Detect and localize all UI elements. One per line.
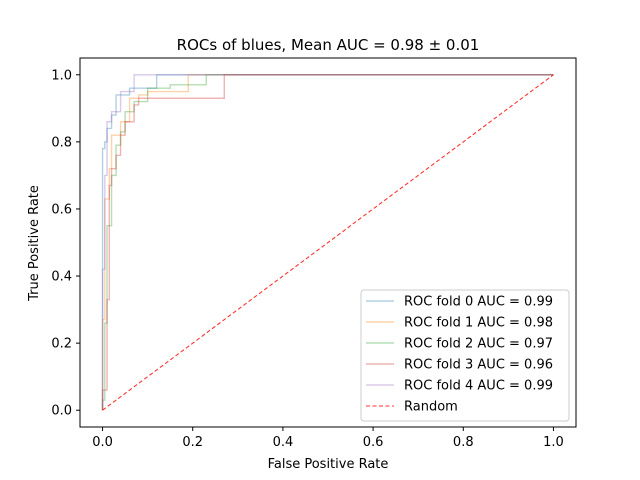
series-line-3 bbox=[101, 74, 554, 411]
y-tick-label: 0.6 bbox=[51, 202, 72, 217]
series-line-0 bbox=[101, 74, 554, 411]
series-line-4 bbox=[101, 74, 554, 411]
y-tick-label: 1.0 bbox=[51, 68, 72, 83]
series-line-5 bbox=[102, 74, 554, 411]
series-line-2 bbox=[101, 74, 554, 411]
x-tick-label: 0.0 bbox=[92, 435, 113, 450]
legend-box bbox=[360, 289, 570, 422]
chart-title: ROCs of blues, Mean AUC = 0.98 ± 0.01 bbox=[177, 36, 480, 54]
x-tick-label: 1.0 bbox=[543, 435, 564, 450]
x-tick-label: 0.2 bbox=[182, 435, 203, 450]
legend-label-3: ROC fold 3 AUC = 0.96 bbox=[404, 358, 553, 373]
plot-frame bbox=[79, 57, 577, 428]
y-tick-label: 0.0 bbox=[51, 404, 72, 419]
y-axis-label: True Positive Rate bbox=[27, 185, 42, 302]
y-tick-label: 0.2 bbox=[51, 337, 72, 352]
legend: ROC fold 0 AUC = 0.99 ROC fold 1 AUC = 0.… bbox=[360, 289, 570, 422]
y-tick-label: 0.4 bbox=[51, 270, 72, 285]
series-line-1 bbox=[101, 74, 554, 411]
x-axis-label: False Positive Rate bbox=[268, 457, 389, 472]
legend-label-0: ROC fold 0 AUC = 0.99 bbox=[404, 295, 553, 310]
x-tick-label: 0.8 bbox=[453, 435, 474, 450]
legend-label-4: ROC fold 4 AUC = 0.99 bbox=[404, 379, 553, 394]
legend-label-1: ROC fold 1 AUC = 0.98 bbox=[404, 316, 553, 331]
y-tick-label: 0.8 bbox=[51, 135, 72, 150]
x-tick-label: 0.4 bbox=[273, 435, 294, 450]
axes-layer: 0.0 0.2 0.4 0.6 0.8 1.0 0.0 0.2 0.4 0.6 0.8 1.0 bbox=[51, 57, 577, 450]
x-tick-label: 0.6 bbox=[363, 435, 384, 450]
series-layer bbox=[101, 74, 554, 411]
legend-label-5: Random bbox=[404, 400, 458, 415]
legend-label-2: ROC fold 2 AUC = 0.97 bbox=[404, 337, 553, 352]
